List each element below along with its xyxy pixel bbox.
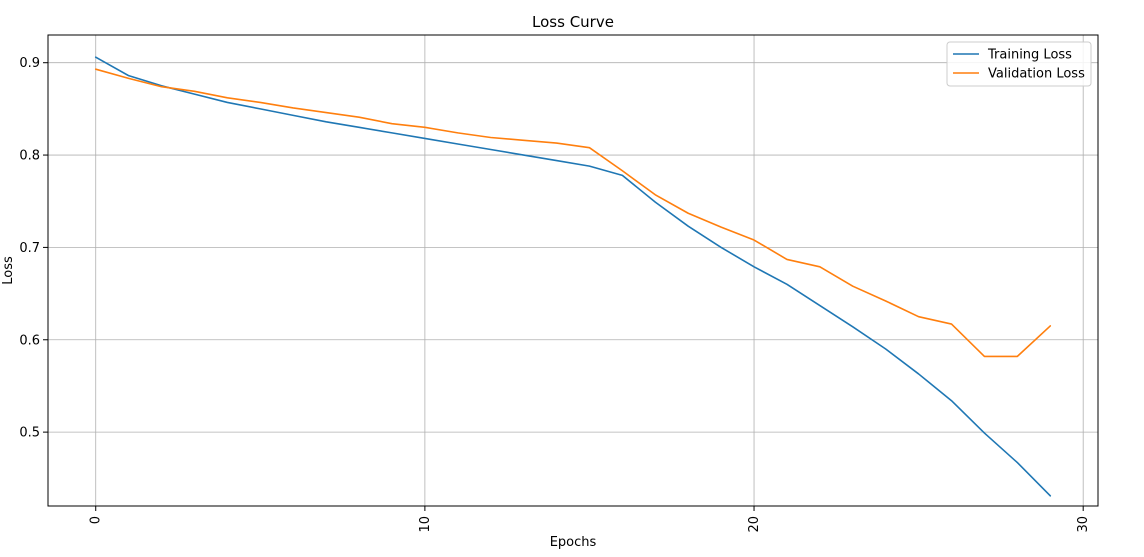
- data-point-training-loss: [226, 101, 228, 103]
- data-point-training-loss: [358, 126, 360, 128]
- data-point-validation-loss: [292, 107, 294, 109]
- data-point-training-loss: [523, 154, 525, 156]
- x-tick-label: 10: [418, 516, 433, 533]
- data-point-validation-loss: [753, 239, 755, 241]
- data-point-training-loss: [424, 137, 426, 139]
- data-point-training-loss: [259, 108, 261, 110]
- legend-box: [946, 41, 1092, 87]
- grid-lines: [48, 35, 1098, 506]
- data-point-validation-loss: [523, 139, 525, 141]
- x-tick-label: 20: [747, 516, 762, 533]
- data-point-training-loss: [457, 143, 459, 145]
- data-point-validation-loss: [391, 123, 393, 125]
- data-point-validation-loss: [588, 147, 590, 149]
- data-point-training-loss: [951, 400, 953, 402]
- data-point-training-loss: [128, 75, 130, 77]
- data-point-validation-loss: [259, 101, 261, 103]
- y-tick-label: 0.7: [19, 241, 40, 256]
- data-point-validation-loss: [193, 90, 195, 92]
- data-point-training-loss: [687, 225, 689, 227]
- data-point-validation-loss: [556, 142, 558, 144]
- data-point-training-loss: [852, 326, 854, 328]
- data-point-validation-loss: [786, 258, 788, 260]
- data-point-validation-loss: [983, 355, 985, 357]
- data-point-validation-loss: [951, 323, 953, 325]
- data-point-validation-loss: [358, 116, 360, 118]
- series-line-validation-loss: [94, 68, 1052, 358]
- data-point-validation-loss: [325, 112, 327, 114]
- data-point-validation-loss: [819, 266, 821, 268]
- data-point-validation-loss: [457, 132, 459, 134]
- data-point-training-loss: [391, 132, 393, 134]
- data-point-training-loss: [786, 283, 788, 285]
- data-point-training-loss: [918, 373, 920, 375]
- data-point-validation-loss: [490, 137, 492, 139]
- data-point-training-loss: [654, 201, 656, 203]
- legend-label-training-loss: Training Loss: [987, 48, 1072, 63]
- data-point-validation-loss: [95, 68, 97, 70]
- axis-ticks: 0 10 20 30 0.5 0.6 0.7 0.8 0.9: [19, 56, 1091, 532]
- data-point-training-loss: [490, 149, 492, 151]
- data-point-training-loss: [292, 114, 294, 116]
- legend-label-validation-loss: Validation Loss: [988, 67, 1085, 82]
- y-tick-label: 0.8: [19, 149, 40, 164]
- y-tick-label: 0.6: [19, 333, 40, 348]
- y-axis-label: Loss: [1, 256, 16, 285]
- series-line-training-loss: [94, 56, 1052, 497]
- data-point-validation-loss: [720, 226, 722, 228]
- data-point-training-loss: [819, 305, 821, 307]
- data-point-training-loss: [325, 121, 327, 123]
- data-point-validation-loss: [424, 126, 426, 128]
- data-point-validation-loss: [852, 285, 854, 287]
- data-point-validation-loss: [1049, 325, 1051, 327]
- data-point-training-loss: [193, 93, 195, 95]
- data-point-validation-loss: [687, 212, 689, 214]
- data-point-validation-loss: [654, 194, 656, 196]
- data-point-training-loss: [621, 174, 623, 176]
- data-point-training-loss: [1016, 462, 1018, 464]
- data-point-training-loss: [588, 165, 590, 167]
- data-point-training-loss: [556, 160, 558, 162]
- x-axis-label: Epochs: [550, 535, 597, 550]
- data-point-validation-loss: [621, 170, 623, 172]
- x-tick-label: 30: [1076, 516, 1091, 533]
- y-tick-label: 0.9: [19, 56, 40, 71]
- series-lines: [94, 56, 1052, 497]
- data-point-training-loss: [1049, 495, 1051, 497]
- data-point-training-loss: [720, 246, 722, 248]
- data-point-validation-loss: [885, 300, 887, 302]
- data-point-training-loss: [95, 56, 97, 58]
- y-tick-label: 0.5: [19, 426, 40, 441]
- data-point-validation-loss: [918, 316, 920, 318]
- data-point-validation-loss: [1016, 355, 1018, 357]
- data-point-training-loss: [753, 266, 755, 268]
- data-point-validation-loss: [161, 86, 163, 88]
- legend: Training Loss Validation Loss: [946, 41, 1092, 87]
- data-point-validation-loss: [226, 97, 228, 99]
- x-tick-label: 0: [89, 516, 104, 524]
- data-point-training-loss: [885, 348, 887, 350]
- plot-area-frame: [47, 34, 1099, 507]
- data-point-validation-loss: [128, 77, 130, 79]
- chart-title: Loss Curve: [532, 13, 614, 31]
- data-point-training-loss: [983, 432, 985, 434]
